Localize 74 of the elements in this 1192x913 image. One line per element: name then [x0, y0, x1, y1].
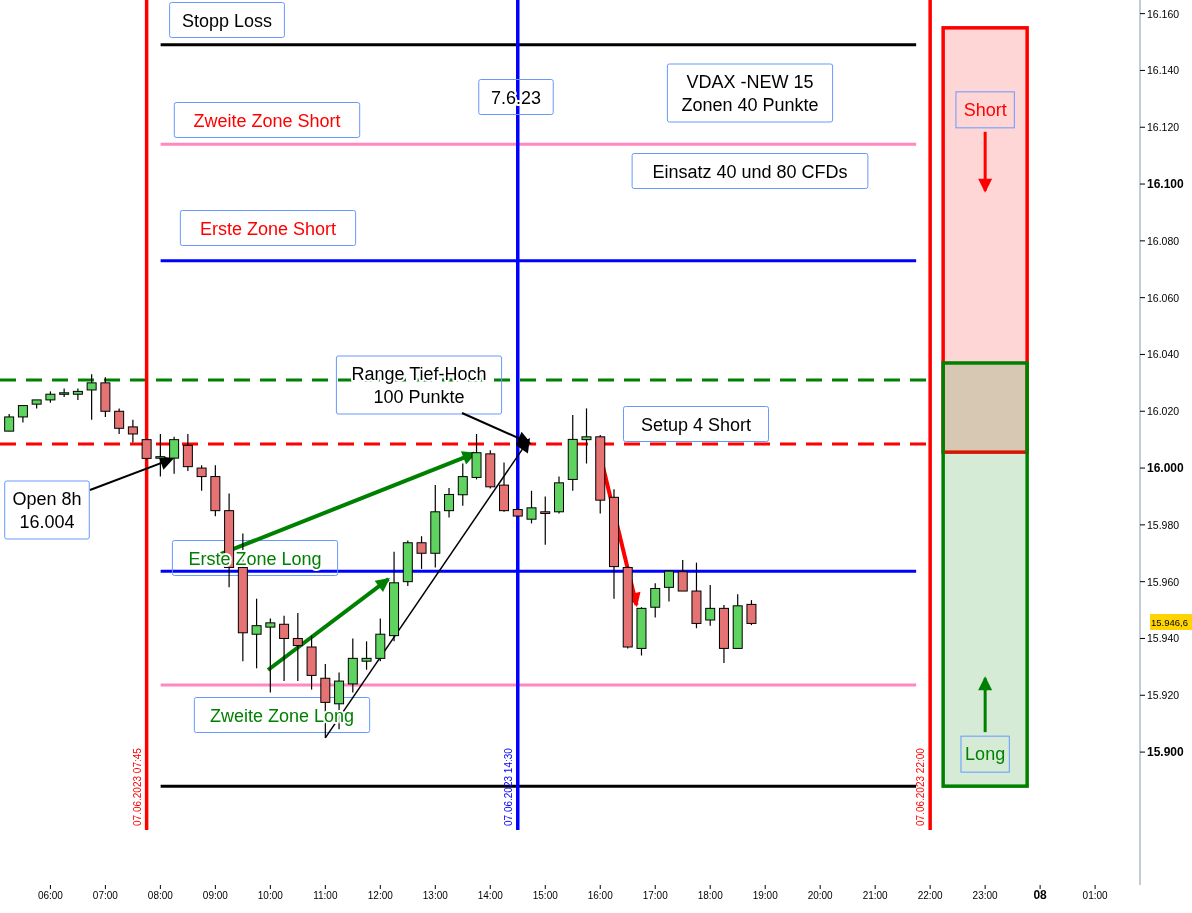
- annotation: Setup 4 Short: [640, 414, 752, 435]
- band-label: Short: [963, 99, 1007, 120]
- candlestick: [292, 612, 303, 682]
- x-tick-label: 01:00: [1082, 890, 1109, 901]
- candlestick: [650, 582, 661, 619]
- annotation: VDAX -NEW 15 Zonen 40 Punkte: [681, 72, 819, 115]
- x-tick-label: 21:00: [862, 890, 889, 901]
- candlestick: [251, 598, 262, 669]
- x-tick-label: 18:00: [697, 890, 724, 901]
- x-tick-label: 10:00: [257, 890, 284, 901]
- band-label: Long: [965, 744, 1006, 765]
- x-tick-label: 11:00: [313, 890, 338, 901]
- x-tick-label: 17:00: [642, 890, 669, 901]
- candlestick: [540, 495, 551, 546]
- y-tick-label: 16.000: [1147, 461, 1185, 476]
- annotation: Open 8h 16.004: [12, 489, 82, 532]
- y-tick-label: 16.060: [1147, 291, 1180, 304]
- candlestick: [196, 464, 207, 492]
- candlestick: [127, 419, 138, 444]
- ref-line-label: 07.06.2023 07:45: [131, 747, 143, 826]
- x-tick-label: 22:00: [917, 890, 944, 901]
- x-tick-label: 23:00: [972, 890, 999, 901]
- y-tick-label: 15.900: [1147, 745, 1185, 760]
- y-tick-label: 15.920: [1147, 689, 1180, 702]
- x-tick-label: 13:00: [422, 890, 449, 901]
- x-tick-label: 08: [1033, 888, 1048, 902]
- annotation: Stopp Loss: [181, 10, 273, 31]
- annotation: Einsatz 40 und 80 CFDs: [652, 161, 848, 182]
- x-tick-label: 19:00: [752, 890, 779, 901]
- candlestick: [279, 615, 290, 682]
- candlestick: [182, 433, 193, 472]
- candlestick: [457, 462, 468, 507]
- candlestick: [169, 436, 180, 475]
- y-tick-label: 16.040: [1147, 348, 1180, 361]
- ref-line-label: 07.06.2023 14:30: [502, 747, 514, 826]
- candlestick: [677, 559, 688, 592]
- x-tick-label: 09:00: [202, 890, 229, 901]
- x-tick-label: 07:00: [92, 890, 119, 901]
- text: 15.946,6: [1151, 617, 1188, 628]
- annotation: Zweite Zone Short: [193, 110, 341, 131]
- y-tick-label: 15.980: [1147, 518, 1180, 531]
- x-tick-label: 14:00: [477, 890, 504, 901]
- candlestick: [86, 373, 97, 421]
- candlestick: [141, 439, 152, 461]
- y-tick-label: 15.960: [1147, 575, 1180, 588]
- candlestick: [746, 599, 757, 626]
- candlestick: [114, 407, 125, 435]
- y-tick-label: 16.080: [1147, 234, 1180, 247]
- x-tick-label: 08:00: [147, 890, 174, 901]
- candlestick: [581, 407, 592, 465]
- y-tick-label: 16.100: [1147, 177, 1185, 192]
- candlestick: [265, 617, 276, 694]
- y-tick-label: 15.940: [1147, 632, 1180, 645]
- candlestick: [663, 569, 674, 603]
- x-tick-label: 16:00: [587, 890, 614, 901]
- candlestick: [705, 584, 716, 627]
- y-tick-label: 16.120: [1147, 121, 1180, 134]
- annotation: Erste Zone Short: [199, 218, 337, 239]
- candlestick: [416, 535, 427, 570]
- x-tick-label: 12:00: [367, 890, 394, 901]
- x-tick-label: 06:00: [37, 890, 64, 901]
- x-tick-label: 15:00: [532, 890, 559, 901]
- annotation: Range Tief-Hoch 100 Punkte: [351, 364, 487, 407]
- x-tick-label: 20:00: [807, 890, 834, 901]
- candlestick: [526, 490, 537, 525]
- candlestick: [72, 387, 83, 401]
- y-tick-label: 16.160: [1147, 7, 1180, 20]
- candlestick: [444, 487, 455, 519]
- ref-line-label: 07.06.2023 22:00: [915, 747, 927, 826]
- candlestick: [59, 387, 70, 398]
- y-tick-label: 16.020: [1147, 405, 1180, 418]
- candlestick: [361, 640, 372, 671]
- candlestick: [155, 433, 166, 478]
- y-tick-label: 16.140: [1147, 64, 1180, 77]
